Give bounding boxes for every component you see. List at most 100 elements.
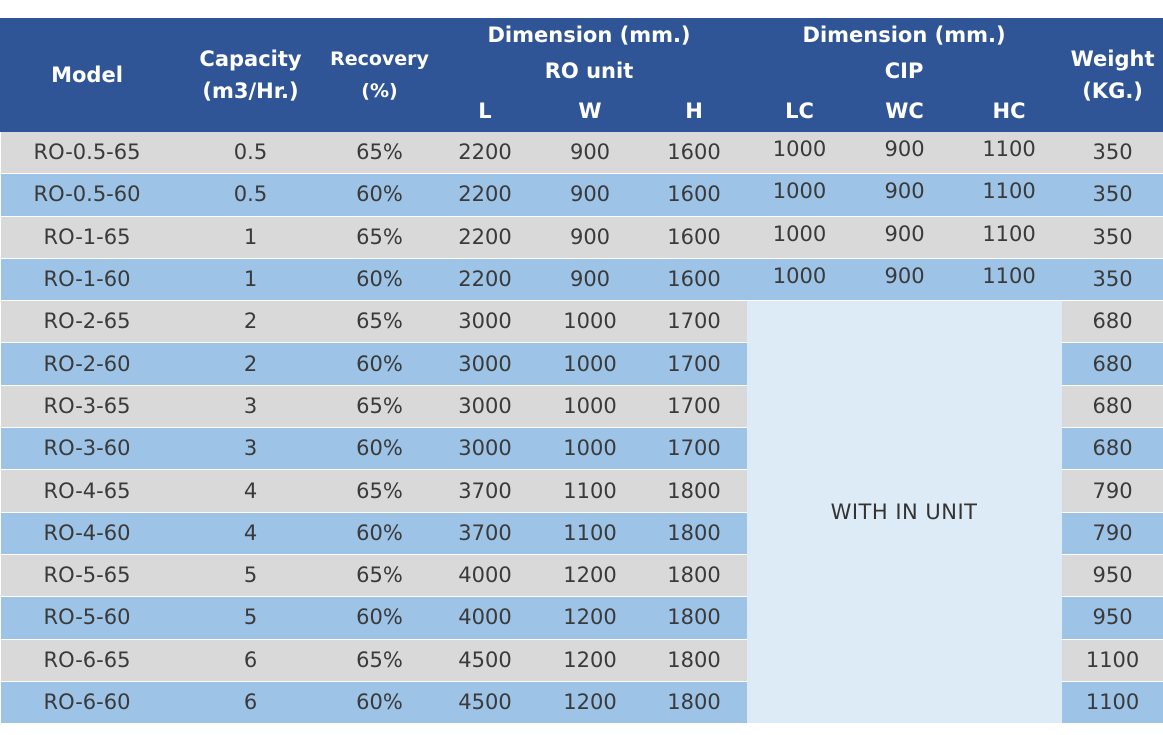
header-weight-line2: (KG.) [1082, 79, 1143, 103]
cell-h: 1600 [641, 257, 747, 302]
cell-weight: 350 [1061, 130, 1163, 175]
header-recovery: Recovery (%) [327, 18, 432, 132]
cell-w: 900 [538, 173, 642, 217]
table-row: RO-0.5-60 0.5 60% 2200 900 1600 1000 900 1100 350 [0, 173, 1163, 217]
cell-l: 2200 [431, 215, 539, 259]
cell-hc: 1100 [956, 257, 1062, 302]
table-row: RO-2-65 2 65% 3000 1000 1700 WITH IN UNIT 680 [0, 300, 1163, 725]
header-weight: Weight (KG.) [1061, 18, 1163, 132]
cell-capacity: 4 [173, 469, 328, 513]
table-row: RO-6-60 6 60% 4500 1200 1800 1100 [0, 680, 1163, 725]
cell-capacity: 1 [173, 215, 328, 259]
table-row: RO-1-65 1 65% 2200 900 1600 1000 900 1100 350 [0, 215, 1163, 259]
cell-l: 2200 [431, 130, 539, 175]
cell-model: RO-2-65 [0, 300, 174, 344]
cell-weight: 680 [1061, 300, 1163, 344]
header-h: H [640, 90, 748, 132]
table-row: RO-3-60 3 60% 3000 1000 1700 680 [0, 427, 1163, 471]
cell-h: 1800 [641, 511, 747, 555]
table-row: RO-2-60 2 60% 3000 1000 1700 680 [0, 342, 1163, 386]
cell-recovery: 65% [327, 638, 432, 682]
header-weight-line1: Weight [1070, 47, 1155, 71]
cell-capacity: 0.5 [173, 173, 328, 217]
table-body: RO-0.5-65 0.5 65% 2200 900 1600 1000 900 1100 350… [0, 130, 1163, 725]
header-model: Model [0, 18, 174, 132]
cell-l: 3000 [431, 427, 539, 471]
cell-capacity: 3 [173, 427, 328, 471]
cell-h: 1600 [641, 173, 747, 217]
cell-recovery: 65% [327, 130, 432, 175]
table-row: RO-0.5-65 0.5 65% 2200 900 1600 1000 900 1100 350 [0, 130, 1163, 175]
cell-wc: 900 [852, 130, 957, 175]
cell-model: RO-1-65 [0, 215, 174, 259]
cell-h: 1600 [641, 215, 747, 259]
cell-w: 1000 [538, 300, 642, 344]
table-row: RO-6-65 6 65% 4500 1200 1800 1100 [0, 638, 1163, 682]
cell-model: RO-5-60 [0, 596, 174, 640]
cell-l: 3700 [431, 469, 539, 513]
cell-weight: 680 [1061, 427, 1163, 471]
cell-weight: 950 [1061, 553, 1163, 598]
cell-h: 1800 [641, 469, 747, 513]
cell-w: 1200 [538, 680, 642, 725]
cell-recovery: 65% [327, 300, 432, 344]
cell-weight: 350 [1061, 173, 1163, 217]
cell-recovery: 60% [327, 173, 432, 217]
header-wc: WC [852, 90, 958, 132]
cell-l: 3700 [431, 511, 539, 555]
cell-h: 1800 [641, 553, 747, 598]
cell-recovery: 65% [327, 384, 432, 429]
cell-w: 1100 [538, 511, 642, 555]
cell-weight: 680 [1061, 384, 1163, 429]
cell-h: 1700 [641, 427, 747, 471]
cell-recovery: 65% [327, 553, 432, 598]
cell-model: RO-0.5-60 [0, 173, 174, 217]
cell-recovery: 60% [327, 511, 432, 555]
header-cip-dimension: Dimension (mm.) [746, 18, 1063, 52]
cell-l: 4000 [431, 596, 539, 640]
cell-model: RO-6-65 [0, 638, 174, 682]
table-header: Model Capacity (m3/Hr.) Recovery (%) Dim… [0, 18, 1163, 132]
table-row: RO-4-60 4 60% 3700 1100 1800 790 [0, 511, 1163, 555]
table-row: RO-5-60 5 60% 4000 1200 1800 950 [0, 596, 1163, 640]
cell-wc: 900 [852, 173, 957, 217]
cell-w: 900 [538, 130, 642, 175]
cell-weight: 350 [1061, 215, 1163, 259]
cell-w: 1200 [538, 596, 642, 640]
cell-lc: 1000 [746, 173, 853, 217]
cell-weight: 680 [1061, 342, 1163, 386]
cell-model: RO-3-65 [0, 384, 174, 429]
cell-model: RO-4-65 [0, 469, 174, 513]
cell-recovery: 60% [327, 680, 432, 725]
table-row: RO-5-65 5 65% 4000 1200 1800 950 [0, 553, 1163, 598]
cell-wc: 900 [852, 215, 957, 259]
cell-model: RO-2-60 [0, 342, 174, 386]
cell-hc: 1100 [956, 215, 1062, 259]
cell-capacity: 2 [173, 342, 328, 386]
cell-model: RO-4-60 [0, 511, 174, 555]
cell-lc: 1000 [746, 215, 853, 259]
cell-weight: 790 [1061, 511, 1163, 555]
cell-lc: 1000 [746, 130, 853, 175]
cell-recovery: 60% [327, 596, 432, 640]
cell-l: 4500 [431, 680, 539, 725]
cell-weight: 950 [1061, 596, 1163, 640]
cell-w: 900 [538, 215, 642, 259]
cell-weight: 1100 [1061, 638, 1163, 682]
cell-w: 1000 [538, 342, 642, 386]
header-lc: LC [746, 90, 854, 132]
header-capacity-line2: (m3/Hr.) [202, 79, 299, 103]
cell-w: 1200 [538, 553, 642, 598]
cell-h: 1700 [641, 384, 747, 429]
cell-capacity: 2 [173, 300, 328, 344]
cell-h: 1700 [641, 342, 747, 386]
cell-recovery: 65% [327, 469, 432, 513]
table-row: RO-1-60 1 60% 2200 900 1600 1000 900 1100 350 [0, 257, 1163, 302]
cell-wc: 900 [852, 257, 957, 302]
cell-capacity: 1 [173, 257, 328, 302]
header-ro-dimension: Dimension (mm.) [430, 18, 748, 52]
cell-h: 1700 [641, 300, 747, 344]
cell-model: RO-6-60 [0, 680, 174, 725]
cell-capacity: 6 [173, 680, 328, 725]
header-hc: HC [956, 90, 1063, 132]
